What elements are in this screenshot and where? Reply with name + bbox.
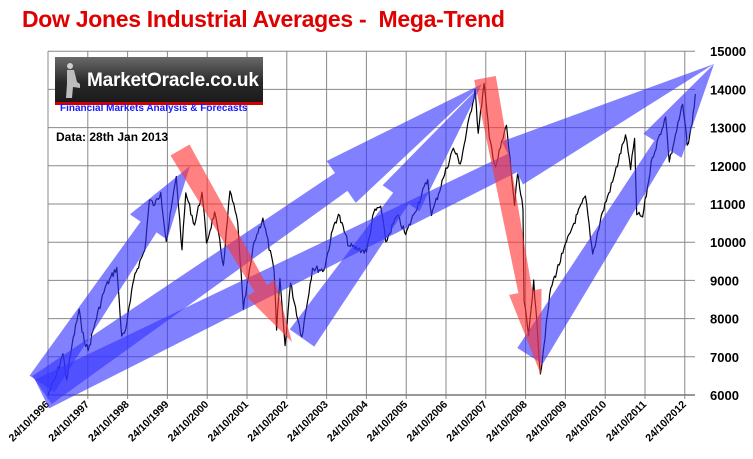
x-tick-label: 24/10/2005 xyxy=(365,399,411,445)
y-tick-label: 10000 xyxy=(710,235,746,250)
y-tick-label: 9000 xyxy=(710,273,739,288)
x-tick-label: 24/10/1998 xyxy=(86,399,132,445)
y-tick-label: 7000 xyxy=(710,350,739,365)
x-tick-label: 24/10/2004 xyxy=(325,399,371,445)
market-oracle-logo: MarketOracle.co.uk xyxy=(55,57,263,105)
trend-arrows xyxy=(29,64,715,409)
x-tick-label: 24/10/2003 xyxy=(285,399,331,445)
x-tick-label: 24/10/1996 xyxy=(6,399,52,445)
up-arrow-1997-2000 xyxy=(29,166,190,393)
x-tick-label: 24/10/2011 xyxy=(604,399,649,444)
logo-text: MarketOracle.co.uk xyxy=(87,70,259,91)
y-tick-label: 14000 xyxy=(710,82,746,97)
up-arrow-2009-2013 xyxy=(517,64,714,364)
y-tick-label: 12000 xyxy=(710,159,746,174)
x-tick-label: 24/10/2002 xyxy=(245,399,291,445)
y-tick-label: 6000 xyxy=(710,388,739,403)
data-date-note: Data: 28th Jan 2013 xyxy=(56,130,169,144)
y-axis-labels: 6000 7000 8000 9000 10000 11000 12000 13000 1400… xyxy=(710,44,746,403)
chart-title: Dow Jones Industrial Averages - Mega-Tre… xyxy=(22,6,505,32)
x-tick-label: 24/10/2001 xyxy=(205,399,251,445)
logo-tagline: Financial Markets Analysis & Forecasts xyxy=(60,103,248,114)
x-tick-label: 24/10/2010 xyxy=(564,399,610,445)
up-arrow-1996-2007 xyxy=(32,84,482,404)
x-tick-label: 24/10/2006 xyxy=(404,399,450,445)
x-tick-label: 24/10/1999 xyxy=(126,399,172,445)
y-tick-label: 8000 xyxy=(710,312,739,327)
x-axis-labels: 24/10/199624/10/199724/10/199824/10/1999… xyxy=(6,399,689,445)
x-tick-label: 24/10/2008 xyxy=(484,399,530,445)
y-tick-label: 13000 xyxy=(710,121,746,136)
x-tick-label: 24/10/2009 xyxy=(524,399,570,445)
x-tick-label: 24/10/2007 xyxy=(444,399,490,445)
x-tick-label: 24/10/2012 xyxy=(643,399,689,445)
down-arrow-2000-2002 xyxy=(170,144,292,342)
up-arrow-2002-2007 xyxy=(289,84,482,347)
oracle-statue-icon xyxy=(66,63,80,98)
y-tick-label: 11000 xyxy=(710,197,745,212)
down-arrow-2007-2009 xyxy=(474,75,542,375)
y-tick-label: 15000 xyxy=(710,44,746,59)
x-tick-label: 24/10/2000 xyxy=(166,399,212,445)
